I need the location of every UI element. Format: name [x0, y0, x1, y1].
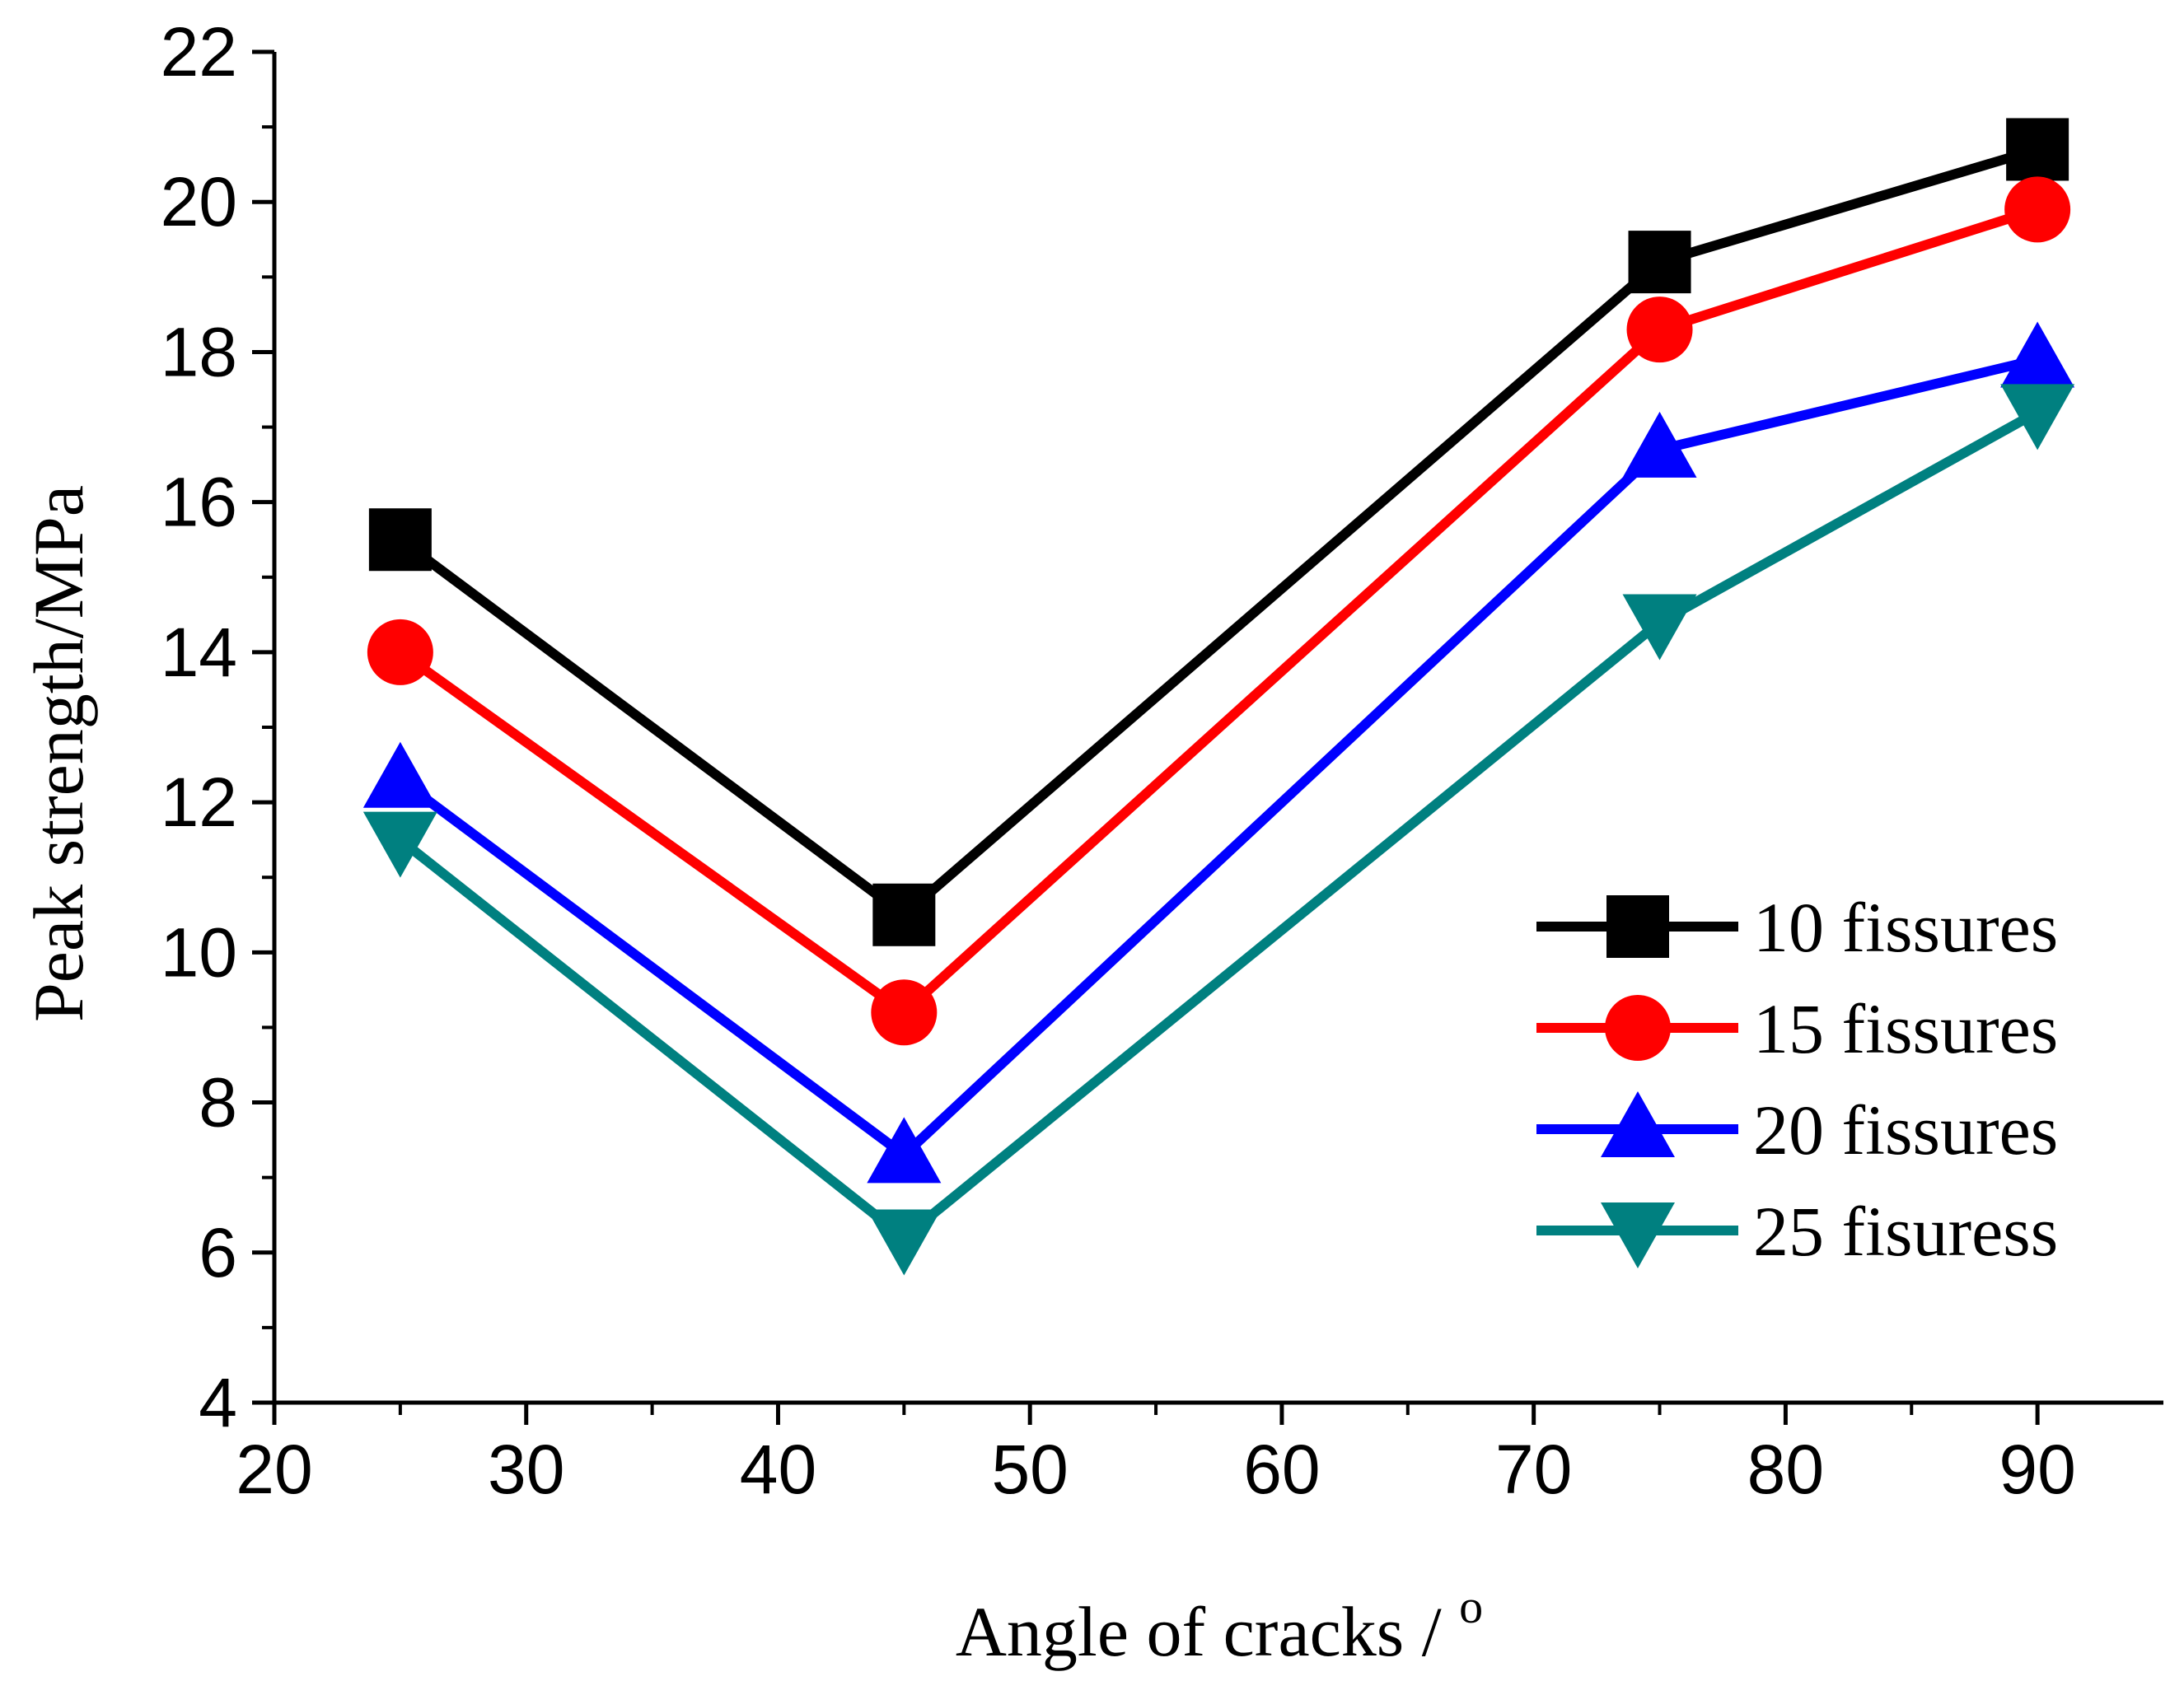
data-point [362, 811, 437, 878]
axes: 20 30 40 50 60 70 80 90 4 6 8 10 12 14 16 18 20 22 [161, 13, 2163, 1508]
x-axis-title: Angle of cracks / o [956, 1580, 1483, 1671]
y-tick-label: 12 [161, 763, 237, 841]
legend-label: 10 fissures [1753, 888, 2058, 967]
y-axis-title: Peak strength/MPa [19, 485, 98, 1022]
data-point [1628, 231, 1691, 294]
y-tick-label: 8 [199, 1064, 237, 1142]
data-point [362, 741, 437, 808]
data-point [867, 1209, 942, 1276]
data-point [1622, 594, 1697, 661]
legend-item-2: 15 fissures [1536, 989, 2058, 1068]
data-point [2000, 384, 2075, 451]
series-line [397, 408, 2041, 1244]
y-tick-label: 6 [199, 1214, 237, 1291]
series-4 [362, 384, 2075, 1276]
legend-label: 20 fissures [1753, 1090, 2058, 1170]
y-tick-label: 20 [161, 163, 237, 240]
x-tick-label: 40 [740, 1431, 816, 1508]
x-tick-label: 30 [488, 1431, 564, 1508]
data-point [1622, 411, 1697, 478]
legend-label: 15 fissures [1753, 989, 2058, 1068]
legend-label: 25 fisuress [1753, 1192, 2058, 1271]
data-point [867, 1117, 942, 1184]
x-axis-title-degree: o [1459, 1580, 1483, 1633]
y-tick-label: 22 [161, 13, 237, 91]
series-3 [362, 321, 2075, 1184]
series-2 [367, 176, 2071, 1046]
legend-marker [1605, 995, 1671, 1061]
data-point [1626, 297, 1693, 363]
series-1 [368, 118, 2069, 946]
legend-item-3: 20 fissures [1536, 1090, 2058, 1170]
legend-item-1: 10 fissures [1536, 888, 2058, 967]
x-axis-title-text: Angle of cracks / [956, 1592, 1459, 1671]
legend-marker [1601, 1202, 1675, 1268]
x-tick-label: 90 [1999, 1431, 2075, 1508]
y-tick-label: 10 [161, 913, 237, 991]
data-point [2004, 176, 2071, 243]
y-tick-label: 4 [199, 1364, 237, 1441]
x-tick-label: 50 [991, 1431, 1068, 1508]
y-tick-label: 18 [161, 313, 237, 390]
data-point [368, 508, 432, 572]
series-layer [362, 118, 2075, 1276]
legend-item-4: 25 fisuress [1536, 1192, 2058, 1271]
data-point [2006, 118, 2069, 181]
data-point [871, 979, 938, 1046]
legend-marker [1606, 895, 1669, 958]
x-tick-label: 20 [236, 1431, 312, 1508]
series-line [397, 144, 2039, 922]
series-line [397, 354, 2039, 1162]
x-tick-label: 60 [1243, 1431, 1320, 1508]
y-tick-label: 14 [161, 614, 237, 691]
data-point [872, 883, 936, 946]
legend: 10 fissures 15 fissures 20 fissures 25 fisu… [1536, 888, 2058, 1271]
legend-marker [1601, 1091, 1675, 1157]
data-point [2000, 321, 2075, 388]
data-point [367, 619, 433, 685]
y-tick-label: 16 [161, 464, 237, 541]
series-line [397, 204, 2039, 1019]
x-tick-label: 70 [1495, 1431, 1572, 1508]
x-tick-label: 80 [1747, 1431, 1824, 1508]
